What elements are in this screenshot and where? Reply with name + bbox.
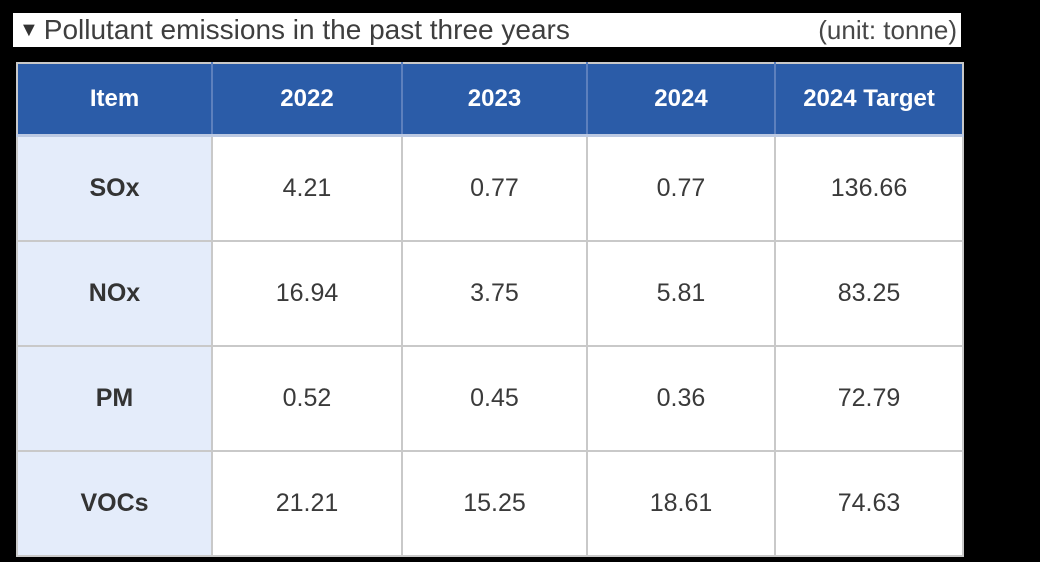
emissions-table: Item 2022 2023 2024 2024 Target SOx 4.21… (16, 62, 964, 557)
value-cell: 0.77 (586, 134, 776, 242)
value-cell: 83.25 (774, 240, 964, 347)
value-cell: 21.21 (211, 450, 403, 557)
table-row-pm: PM 0.52 0.45 0.36 72.79 (16, 345, 964, 452)
value-cell: 74.63 (774, 450, 964, 557)
value-cell: 72.79 (774, 345, 964, 452)
row-label-pm: PM (16, 345, 213, 452)
column-header-2022: 2022 (212, 63, 403, 137)
unit-label: (unit: tonne) (818, 15, 957, 45)
value-cell: 0.45 (401, 345, 588, 452)
column-header-2024-target: 2024 Target (775, 63, 963, 137)
table-caption: ▼ Pollutant emissions in the past three … (19, 16, 570, 44)
caption-title: Pollutant emissions in the past three ye… (43, 14, 570, 45)
caption-band: ▼ Pollutant emissions in the past three … (13, 13, 961, 47)
value-cell: 3.75 (401, 240, 588, 347)
value-cell: 0.77 (401, 134, 588, 242)
row-label-sox: SOx (16, 134, 213, 242)
column-header-2024: 2024 (587, 63, 776, 137)
value-cell: 15.25 (401, 450, 588, 557)
triangle-marker-icon: ▼ (19, 19, 39, 41)
row-label-vocs: VOCs (16, 450, 213, 557)
column-header-item: Item (17, 63, 213, 137)
value-cell: 18.61 (586, 450, 776, 557)
row-label-nox: NOx (16, 240, 213, 347)
value-cell: 0.52 (211, 345, 403, 452)
value-cell: 0.36 (586, 345, 776, 452)
table-row-sox: SOx 4.21 0.77 0.77 136.66 (16, 134, 964, 242)
value-cell: 5.81 (586, 240, 776, 347)
value-cell: 4.21 (211, 134, 403, 242)
value-cell: 136.66 (774, 134, 964, 242)
table-row-vocs: VOCs 21.21 15.25 18.61 74.63 (16, 450, 964, 557)
column-header-2023: 2023 (402, 63, 588, 137)
header-row: Item 2022 2023 2024 2024 Target (17, 63, 963, 137)
table-row-nox: NOx 16.94 3.75 5.81 83.25 (16, 240, 964, 347)
value-cell: 16.94 (211, 240, 403, 347)
